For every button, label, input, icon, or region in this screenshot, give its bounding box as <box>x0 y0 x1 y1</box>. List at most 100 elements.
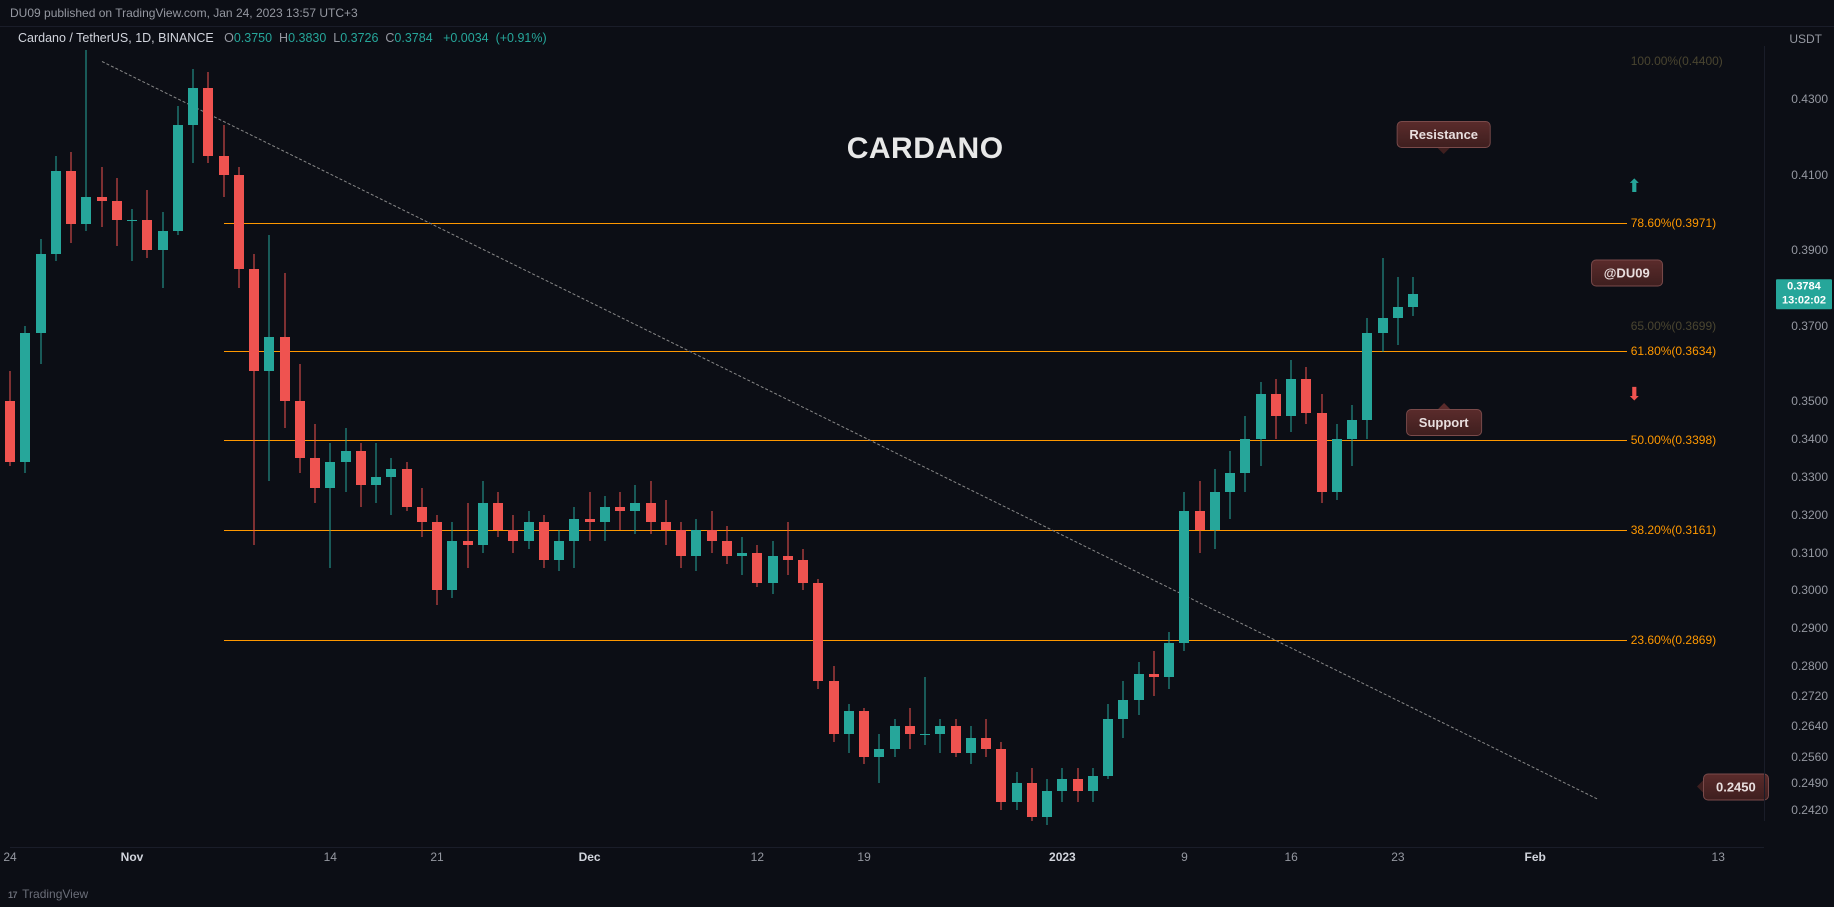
arrow-up-icon: ⬆ <box>1627 176 1642 197</box>
candle[interactable] <box>219 46 229 821</box>
candle[interactable] <box>97 46 107 821</box>
candle[interactable] <box>1332 46 1342 821</box>
fib-label: 23.60%(0.2869) <box>1631 633 1716 647</box>
y-tick: 0.2420 <box>1791 803 1828 817</box>
candle[interactable] <box>142 46 152 821</box>
x-tick: 23 <box>1391 850 1404 864</box>
candle[interactable] <box>280 46 290 821</box>
time-axis[interactable]: 24Nov1421Dec1219202391623Feb13 <box>10 847 1764 869</box>
candle[interactable] <box>1301 46 1311 821</box>
candle[interactable] <box>51 46 61 821</box>
ohlc-low: 0.3726 <box>340 31 378 45</box>
candle[interactable] <box>1073 46 1083 821</box>
candle[interactable] <box>798 46 808 821</box>
candle[interactable] <box>371 46 381 821</box>
candle[interactable] <box>569 46 579 821</box>
candle[interactable] <box>813 46 823 821</box>
candle[interactable] <box>1393 46 1403 821</box>
candle[interactable] <box>1240 46 1250 821</box>
candle[interactable] <box>310 46 320 821</box>
annotation-support[interactable]: Support <box>1406 409 1482 436</box>
candle[interactable] <box>1347 46 1357 821</box>
candle[interactable] <box>203 46 213 821</box>
candle[interactable] <box>752 46 762 821</box>
candle[interactable] <box>1134 46 1144 821</box>
chart-title: CARDANO <box>847 132 1004 166</box>
fib-label: 65.00%(0.3699) <box>1631 319 1716 333</box>
candle[interactable] <box>722 46 732 821</box>
chart-area[interactable]: 100.00%(0.4400)78.60%(0.3971)65.00%(0.36… <box>10 46 1764 847</box>
ohlc-change-pct: (+0.91%) <box>496 31 547 45</box>
candle[interactable] <box>356 46 366 821</box>
candle[interactable] <box>1088 46 1098 821</box>
y-tick: 0.3700 <box>1791 319 1828 333</box>
candle[interactable] <box>447 46 457 821</box>
candle[interactable] <box>234 46 244 821</box>
candle[interactable] <box>661 46 671 821</box>
candle[interactable] <box>1149 46 1159 821</box>
candle[interactable] <box>463 46 473 821</box>
candle[interactable] <box>478 46 488 821</box>
candle[interactable] <box>1027 46 1037 821</box>
candle[interactable] <box>173 46 183 821</box>
candle[interactable] <box>386 46 396 821</box>
candle[interactable] <box>600 46 610 821</box>
candle[interactable] <box>325 46 335 821</box>
candle[interactable] <box>249 46 259 821</box>
fib-label: 61.80%(0.3634) <box>1631 344 1716 358</box>
candle[interactable] <box>1012 46 1022 821</box>
candle[interactable] <box>691 46 701 821</box>
x-tick: 21 <box>430 850 443 864</box>
candle[interactable] <box>1057 46 1067 821</box>
candle[interactable] <box>341 46 351 821</box>
candle[interactable] <box>1286 46 1296 821</box>
candle[interactable] <box>783 46 793 821</box>
candle[interactable] <box>493 46 503 821</box>
candle[interactable] <box>676 46 686 821</box>
candle[interactable] <box>1179 46 1189 821</box>
candle[interactable] <box>585 46 595 821</box>
candle[interactable] <box>1225 46 1235 821</box>
candle[interactable] <box>188 46 198 821</box>
candle[interactable] <box>1271 46 1281 821</box>
candle[interactable] <box>417 46 427 821</box>
candle[interactable] <box>295 46 305 821</box>
candle[interactable] <box>630 46 640 821</box>
candle[interactable] <box>20 46 30 821</box>
candle[interactable] <box>554 46 564 821</box>
candle[interactable] <box>646 46 656 821</box>
candle[interactable] <box>829 46 839 821</box>
candle[interactable] <box>508 46 518 821</box>
candle[interactable] <box>1210 46 1220 821</box>
candle[interactable] <box>737 46 747 821</box>
candle[interactable] <box>1042 46 1052 821</box>
candle[interactable] <box>402 46 412 821</box>
candle[interactable] <box>1103 46 1113 821</box>
candle[interactable] <box>707 46 717 821</box>
candle[interactable] <box>1164 46 1174 821</box>
candle[interactable] <box>432 46 442 821</box>
annotation-resistance[interactable]: Resistance <box>1396 121 1491 148</box>
candle[interactable] <box>1118 46 1128 821</box>
candle[interactable] <box>66 46 76 821</box>
candle[interactable] <box>524 46 534 821</box>
candle[interactable] <box>539 46 549 821</box>
candle[interactable] <box>1195 46 1205 821</box>
candle[interactable] <box>1362 46 1372 821</box>
candle[interactable] <box>768 46 778 821</box>
candle[interactable] <box>264 46 274 821</box>
candle[interactable] <box>158 46 168 821</box>
y-tick: 0.2900 <box>1791 621 1828 635</box>
candle[interactable] <box>112 46 122 821</box>
price-axis[interactable]: USDT 0.43000.41000.39000.37000.35000.340… <box>1764 46 1834 821</box>
annotation-author-handle[interactable]: @DU09 <box>1591 259 1663 286</box>
candle[interactable] <box>81 46 91 821</box>
annotation-price-callout[interactable]: 0.2450 <box>1703 773 1769 800</box>
candle[interactable] <box>615 46 625 821</box>
candle[interactable] <box>5 46 15 821</box>
candle[interactable] <box>127 46 137 821</box>
candle[interactable] <box>1317 46 1327 821</box>
candle[interactable] <box>1378 46 1388 821</box>
candle[interactable] <box>1256 46 1266 821</box>
candle[interactable] <box>36 46 46 821</box>
